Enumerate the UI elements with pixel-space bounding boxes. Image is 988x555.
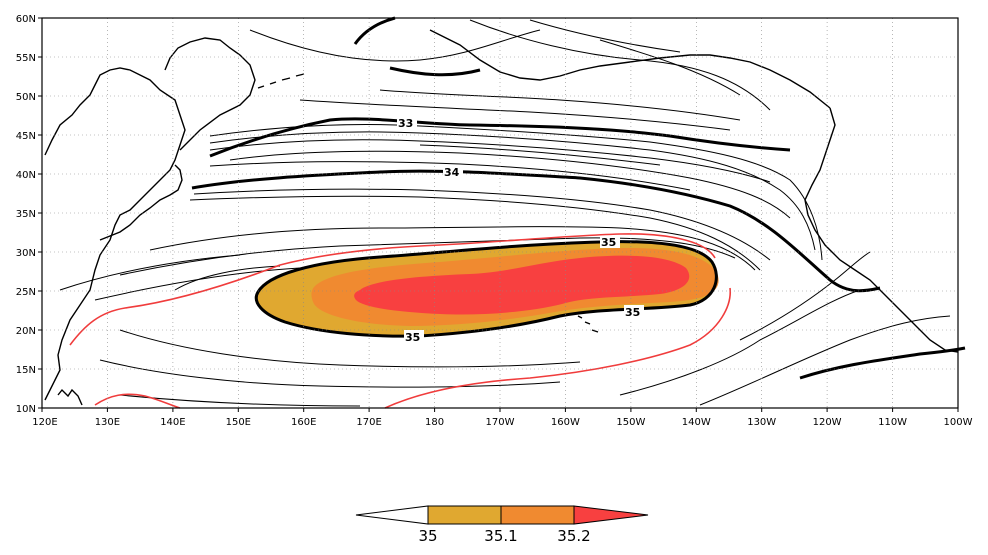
colorbar-segment-low <box>355 505 429 525</box>
lat-tick-label: 50N <box>16 92 36 103</box>
map-frame <box>41 17 959 409</box>
contour-line <box>174 265 281 291</box>
contour-line <box>379 89 741 121</box>
contour-label-bg <box>624 305 644 319</box>
lat-tick-label: 35N <box>16 209 36 220</box>
lat-tick-label: 10N <box>16 404 36 415</box>
colorbar-label-351: 35.1 <box>484 527 517 545</box>
contour-line <box>193 188 771 261</box>
lon-tick-label: 170W <box>486 417 515 428</box>
contour-label-bg <box>443 165 463 179</box>
contour-line <box>209 131 816 251</box>
aleutian-islands <box>257 73 305 89</box>
contour-line <box>619 289 861 396</box>
contour-line <box>419 144 661 166</box>
contour-label-35-right: 35 <box>625 306 640 319</box>
lon-tick-label: 150W <box>616 417 645 428</box>
contour-line <box>119 394 361 407</box>
lon-tick-label: 100W <box>944 417 973 428</box>
contour-line <box>209 123 823 261</box>
contour-label-35-bottom: 35 <box>405 331 420 344</box>
lat-tick-label: 60N <box>16 14 36 25</box>
lon-tick-label: 160W <box>551 417 580 428</box>
lat-tick-label: 55N <box>16 53 36 64</box>
asia-coastline <box>44 67 186 401</box>
red-contour-outer <box>69 233 716 346</box>
lon-tick-label: 110W <box>878 417 907 428</box>
contour-34 <box>191 169 881 293</box>
land-outlines <box>44 29 959 406</box>
lon-tick-label: 180 <box>425 417 444 428</box>
red-contour-lower <box>384 287 731 409</box>
contour-label-33: 33 <box>398 117 413 130</box>
colorbar-label-35: 35 <box>418 527 437 545</box>
lon-tick-label: 170E <box>356 417 381 428</box>
red-contour-sw <box>94 393 181 409</box>
shaded-regions <box>256 241 719 337</box>
colorbar-segment-351 <box>500 505 575 525</box>
lon-tick-label: 120W <box>813 417 842 428</box>
colorbar-label-352: 35.2 <box>557 527 590 545</box>
lat-tick-label: 20N <box>16 326 36 337</box>
lat-tick-label: 30N <box>16 248 36 259</box>
contour-35-closed <box>254 240 718 338</box>
contour-line <box>249 29 541 62</box>
contour-line <box>99 359 561 388</box>
n-america-coastline <box>804 107 959 353</box>
red-contours <box>69 233 731 409</box>
alaska-outline <box>429 29 831 109</box>
colorbar-segment-352 <box>573 505 649 525</box>
lat-tick-label: 40N <box>16 170 36 181</box>
thin-contours <box>59 19 951 407</box>
contour-33 <box>209 117 791 158</box>
lon-tick-labels: 120E 130E 140E 150E 160E 170E 180 170W 1… <box>32 417 972 428</box>
lon-tick-label: 160E <box>291 417 316 428</box>
contour-line <box>299 99 731 131</box>
colorbar-segment-35 <box>427 505 502 525</box>
contour-line <box>209 139 771 183</box>
contour-label-35-top: 35 <box>601 236 616 249</box>
contour-label-34: 34 <box>444 166 460 179</box>
lat-tick-label: 25N <box>16 287 36 298</box>
contour-line <box>529 19 681 53</box>
philippines-outline <box>57 388 83 406</box>
contour-line <box>599 39 741 96</box>
contour-north-2 <box>389 66 481 77</box>
contour-line <box>209 161 691 191</box>
contour-line <box>189 195 761 271</box>
contour-line <box>229 150 791 219</box>
contour-label-bg <box>600 236 620 248</box>
lon-tick-label: 120E <box>32 417 57 428</box>
contour-labels: 33 34 35 35 35 <box>397 116 644 344</box>
shade-352 <box>354 255 690 315</box>
contour-line <box>119 329 581 368</box>
contour-north-1 <box>353 16 396 45</box>
hawaii-islands <box>577 315 599 333</box>
axis-ticks <box>38 17 959 412</box>
lon-tick-label: 140E <box>160 417 185 428</box>
contour-line <box>469 19 771 111</box>
lon-tick-label: 130E <box>95 417 120 428</box>
colorbar: 35 35.1 35.2 <box>355 505 649 545</box>
contour-34-south-east <box>799 346 966 380</box>
contour-line <box>59 254 241 291</box>
kamchatka-outline <box>164 37 256 151</box>
grid <box>42 18 958 408</box>
lon-tick-label: 150E <box>226 417 251 428</box>
contour-label-bg <box>397 116 417 130</box>
japan-outline <box>99 164 183 241</box>
contour-line <box>739 251 871 341</box>
lat-tick-label: 15N <box>16 365 36 376</box>
contour-line <box>699 315 951 406</box>
thick-contours <box>191 16 966 380</box>
lon-tick-label: 140W <box>682 417 711 428</box>
contour-line <box>149 226 756 271</box>
lat-tick-labels: 60N 55N 50N 45N 40N 35N 30N 25N 20N 15N … <box>16 14 36 415</box>
lat-tick-label: 45N <box>16 131 36 142</box>
lon-tick-label: 130W <box>747 417 776 428</box>
contour-label-bg <box>404 330 424 344</box>
